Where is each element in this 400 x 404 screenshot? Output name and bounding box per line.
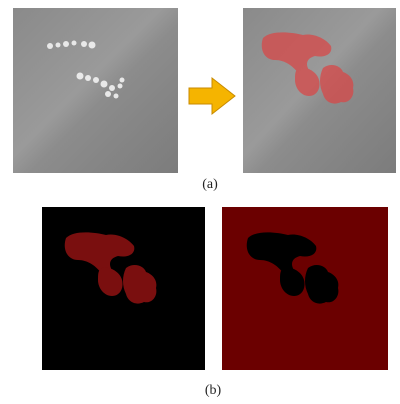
- panel-label: (b): [205, 383, 222, 398]
- page: {"panels": [{"label": "(a)"}, {"label": …: [0, 0, 400, 404]
- panel-label: (a): [202, 177, 218, 192]
- figure: (a) (b): [0, 0, 400, 404]
- arrow: [189, 78, 235, 114]
- overlay-image: [243, 8, 396, 173]
- mask-image: [42, 207, 205, 370]
- inverse-mask-image: [222, 207, 388, 370]
- sem-image: [13, 8, 178, 173]
